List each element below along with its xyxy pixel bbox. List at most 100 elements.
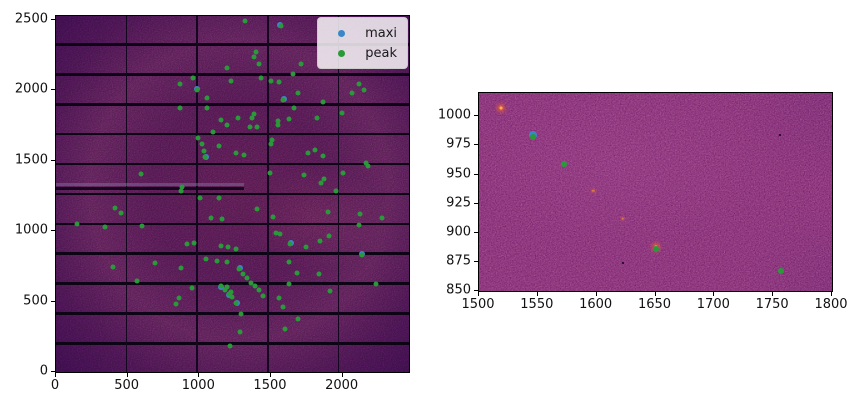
scatter-point-peak [356, 222, 362, 228]
scatter-point-peak [244, 275, 250, 281]
x-tick-label: 1650 [637, 297, 672, 312]
x-tick-label: 1700 [696, 297, 730, 312]
scatter-point-peak [210, 129, 215, 135]
scatter-point-peak [254, 124, 260, 130]
dead-row-light-stripe [56, 182, 244, 186]
scatter-point-peak [270, 214, 276, 220]
scatter-point-peak [189, 285, 195, 291]
scatter-point-peak [312, 147, 318, 153]
scatter-point-peak [191, 240, 197, 246]
y-tick-label: 925 [446, 195, 471, 211]
scatter-point-peak [110, 264, 116, 270]
scatter-point-peak [316, 271, 322, 277]
left-plot-axes: maxi peak 0 500 1000 1500 2000 0 500 1000 1500 20… [15, 11, 410, 393]
y-tick [51, 300, 55, 302]
scatter-point-peak [317, 238, 323, 244]
scatter-point-peak [359, 252, 365, 258]
scatter-point-peak [228, 78, 234, 84]
x-tick-label: 1000 [181, 378, 215, 393]
scatter-point-peak [204, 105, 210, 111]
scatter-point-peak [320, 153, 326, 159]
module-gap-horizontal [56, 342, 409, 345]
x-tick-label: 0 [50, 378, 60, 393]
scatter-point-peak [216, 143, 222, 149]
x-tick [595, 292, 597, 296]
scatter-point-peak [184, 241, 190, 247]
module-gap-vertical [337, 16, 340, 372]
x-tick-label: 2000 [325, 378, 359, 393]
scatter-point-peak [379, 215, 385, 221]
scatter-point-peak [291, 105, 297, 111]
scatter-point-peak [237, 329, 243, 335]
right-plot-axes: 1500 1550 1600 1650 1700 1750 1800 850 875 900 925… [438, 92, 848, 312]
scatter-point-peak [361, 87, 367, 93]
scatter-point-peak [305, 150, 311, 156]
scatter-point-peak [218, 243, 224, 249]
x-tick-label: 1750 [755, 297, 789, 312]
scatter-point-peak [268, 141, 274, 147]
faint-hotspot [591, 189, 595, 193]
module-gap-horizontal [56, 312, 409, 315]
scatter-point-peak [287, 241, 293, 247]
dead-pixel-speck [621, 262, 624, 265]
scatter-point-peak [339, 110, 345, 115]
scatter-point-peak [195, 135, 201, 141]
scatter-point-peak [219, 216, 225, 222]
x-tick [536, 292, 538, 296]
scatter-point-peak [226, 291, 232, 297]
scatter-point-peak [179, 184, 185, 190]
module-gap-vertical [196, 16, 198, 372]
scatter-point-peak [356, 81, 362, 87]
module-gap-horizontal [56, 252, 409, 255]
legend-item-maxi[interactable]: maxi [330, 23, 397, 43]
scatter-point-peak [254, 206, 260, 212]
scatter-point-peak [276, 79, 282, 85]
scatter-point-peak [214, 258, 220, 264]
scatter-point-peak [233, 246, 239, 252]
scatter-point-peak [276, 295, 282, 301]
legend-label-peak: peak [365, 45, 397, 61]
module-gap-horizontal [56, 282, 409, 285]
dead-row-dark-stripe [56, 187, 244, 190]
x-tick [269, 373, 271, 377]
scatter-point-peak [248, 280, 254, 286]
legend-item-peak[interactable]: peak [330, 43, 397, 63]
module-gap-vertical [267, 16, 269, 372]
scatter-point-peak [152, 260, 158, 266]
scatter-point-peak [224, 284, 230, 290]
y-tick-label: 1500 [14, 152, 48, 168]
scatter-point-peak [320, 99, 326, 104]
scatter-point-peak [303, 244, 309, 250]
x-tick [831, 292, 832, 296]
x-tick-label: 1550 [520, 297, 554, 312]
scatter-point-peak [177, 105, 183, 111]
scatter-point-peak [282, 326, 288, 332]
bragg-hotspot [499, 106, 503, 110]
y-tick [51, 159, 55, 161]
x-tick-label: 1600 [579, 297, 613, 312]
scatter-point-peak [112, 205, 118, 211]
scatter-point-peak [218, 117, 224, 123]
scatter-point-peak [340, 170, 346, 176]
scatter-point-peak [134, 278, 140, 284]
scatter-point-peak [190, 75, 196, 81]
scatter-point-peak [233, 300, 239, 306]
scatter-point-peak [177, 81, 183, 87]
detector-image [55, 15, 410, 373]
x-tick [198, 373, 200, 377]
scatter-point-peak [286, 116, 292, 122]
scatter-point-peak [260, 293, 266, 299]
y-tick-label: 975 [446, 136, 471, 152]
scatter-point-peak [138, 171, 144, 177]
y-tick-label: 1000 [437, 107, 471, 123]
x-tick [713, 292, 715, 296]
scatter-point-peak [202, 154, 208, 160]
scatter-point-peak [314, 115, 320, 121]
y-tick-label: 850 [446, 282, 471, 298]
scatter-point-peak [222, 287, 228, 293]
y-tick [474, 231, 478, 233]
scatter-point-peak [253, 49, 259, 55]
scatter-point-peak [204, 95, 210, 101]
legend-label-maxi: maxi [365, 25, 397, 41]
scatter-point-peak [278, 23, 284, 29]
